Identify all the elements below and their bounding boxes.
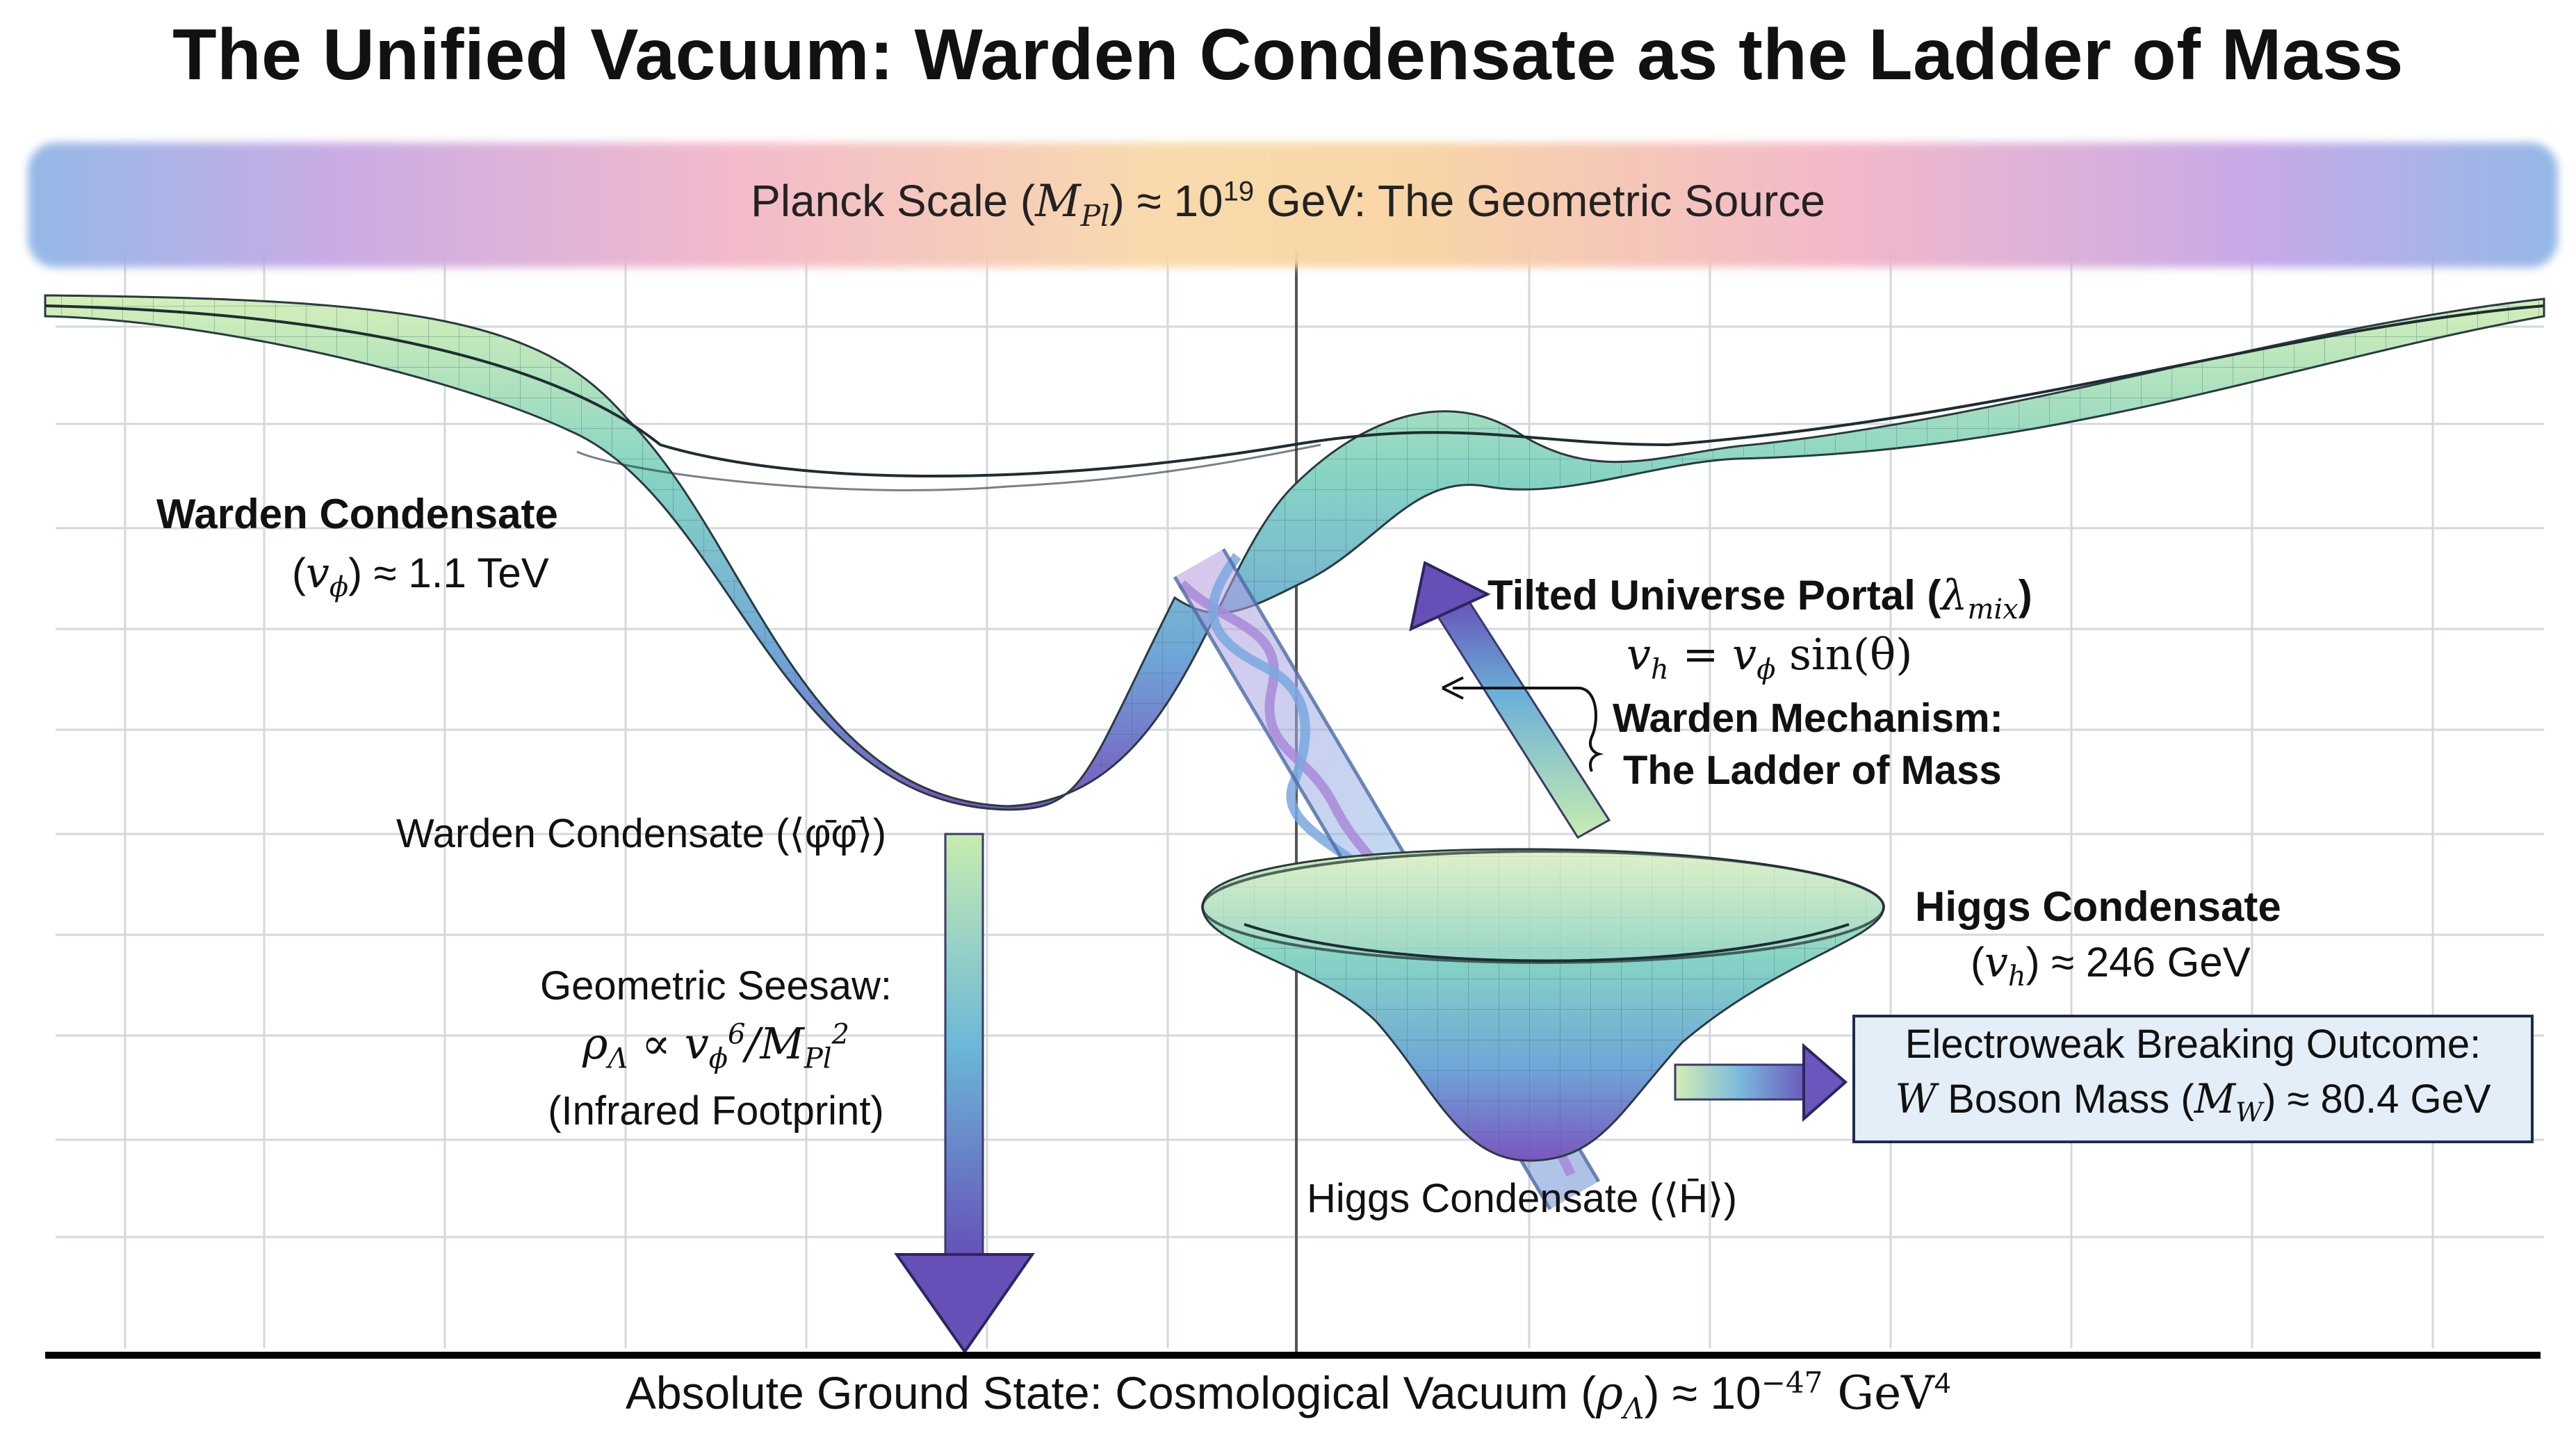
- portal-heading: Tilted Universe Portal (λmix): [1487, 571, 2032, 625]
- planck-scale-label: Planck Scale (MPl) ≈ 1019 GeV: The Geome…: [751, 176, 1825, 233]
- seesaw-title: Geometric Seesaw:: [539, 963, 892, 1008]
- mechanism-line2: The Ladder of Mass: [1623, 748, 2002, 793]
- warden-potential-surface: [44, 294, 2545, 811]
- warden-vev: (vϕ) ≈ 1.1 TeV: [292, 549, 549, 603]
- higgs-vev: (vh) ≈ 246 GeV: [1971, 938, 2251, 992]
- planck-scale-band: [28, 142, 2558, 268]
- higgs-potential-surface: [1201, 848, 1885, 1162]
- seesaw-footnote: (Infrared Footprint): [548, 1088, 884, 1134]
- mechanism-bracket: [1442, 676, 1604, 772]
- outcome-line1: Electroweak Breaking Outcome:: [1905, 1022, 2481, 1067]
- higgs-heading: Higgs Condensate: [1915, 883, 2281, 930]
- mechanism-line1: Warden Mechanism:: [1613, 696, 2003, 741]
- ground-state-label: Absolute Ground State: Cosmological Vacu…: [625, 1366, 1951, 1426]
- outcome-arrow: [1674, 1042, 1848, 1122]
- background-grid: [56, 250, 2544, 1348]
- warden-bottom-label: Warden Condensate (⟨φ̄φ̄⟩): [396, 811, 887, 856]
- seesaw-down-arrow: [894, 833, 1035, 1355]
- ground-state-line: [45, 1352, 2541, 1359]
- page-title: The Unified Vacuum: Warden Condensate as…: [172, 15, 2404, 95]
- higgs-bottom-label: Higgs Condensate (⟨H̄⟩): [1307, 1176, 1738, 1221]
- seesaw-formula: ρΛ ∝ vϕ6/MPl2: [582, 1018, 849, 1075]
- outcome-line2: W Boson Mass (MW) ≈ 80.4 GeV: [1895, 1075, 2491, 1128]
- warden-heading: Warden Condensate: [156, 491, 558, 537]
- outcome-box: Electroweak Breaking Outcome: W Boson Ma…: [1852, 1015, 2534, 1143]
- portal-arrow: [1409, 561, 1611, 839]
- portal-equation: vh = vϕ sin(θ): [1627, 629, 1913, 686]
